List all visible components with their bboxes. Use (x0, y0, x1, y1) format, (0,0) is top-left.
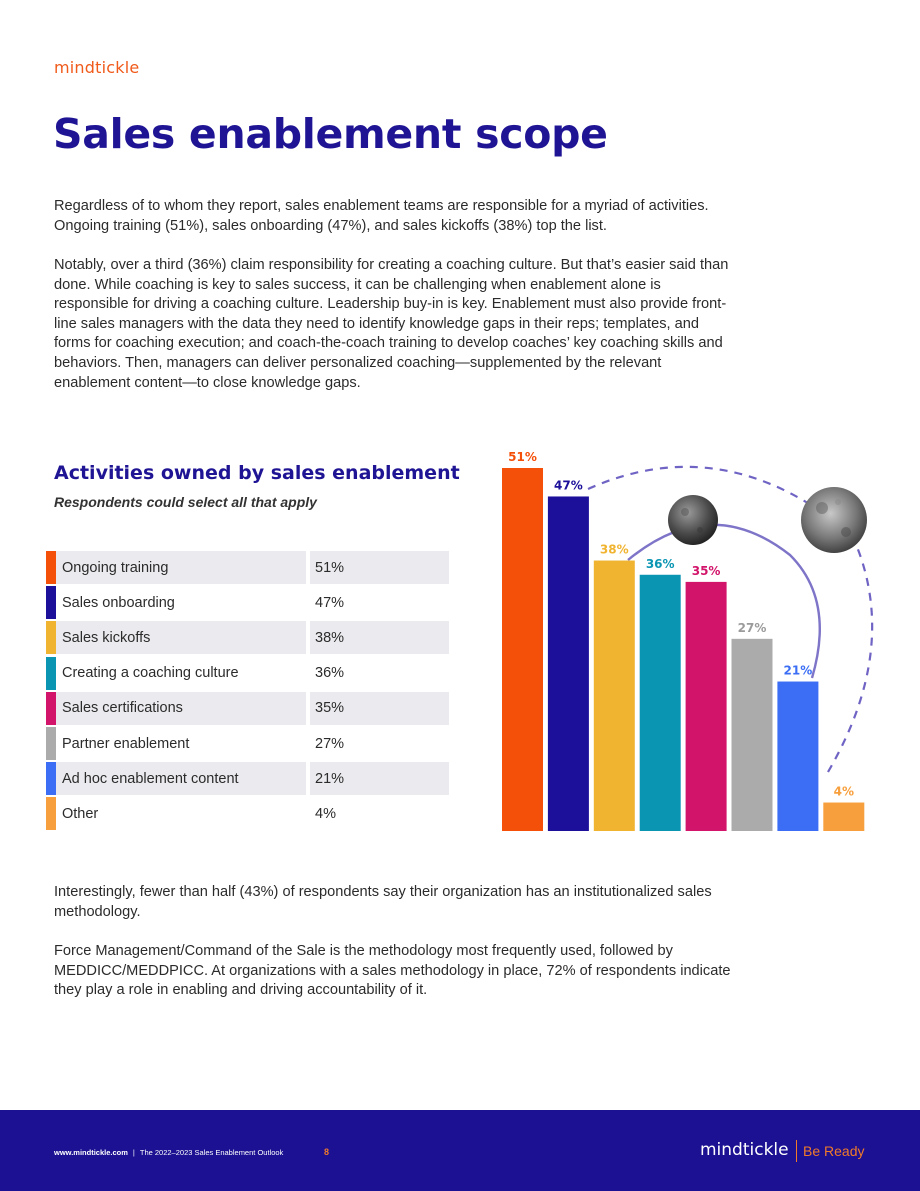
table-row: Other 4% (46, 796, 449, 831)
moon-planet-left (668, 495, 718, 545)
bar-5 (731, 638, 773, 831)
page-title: Sales enablement scope (53, 110, 608, 158)
footer-meta: www.mindtickle.com | The 2022–2023 Sales E… (54, 1148, 283, 1157)
activity-percent: 27% (315, 735, 345, 752)
table-row: Sales kickoffs 38% (46, 620, 449, 655)
activity-label: Creating a coaching culture (62, 665, 239, 682)
footer-logo: mindtickle (700, 1140, 789, 1160)
bar-label-6: 21% (784, 664, 813, 678)
activity-percent: 47% (315, 594, 345, 611)
table-row: Sales certifications 35% (46, 691, 449, 726)
activities-table: Ongoing training 51% Sales onboarding 47% Sa… (46, 550, 449, 832)
activity-label: Partner enablement (62, 735, 190, 752)
activity-percent: 51% (310, 551, 449, 585)
intro-paragraph: Regardless of to whom they report, sales… (54, 198, 709, 234)
activity-label: Sales onboarding (62, 594, 175, 611)
bar-2 (593, 560, 635, 831)
activity-label: Sales kickoffs (56, 621, 306, 655)
footer-url[interactable]: www.mindtickle.com (54, 1148, 128, 1157)
activity-label: Ongoing training (56, 551, 306, 585)
table-row: Ongoing training 51% (46, 550, 449, 585)
color-swatch (46, 586, 56, 620)
activity-label: Ad hoc enablement content (56, 762, 306, 796)
bar-label-2: 38% (600, 543, 629, 557)
force-management-paragraph: Force Management/Command of the Sale is … (54, 943, 731, 999)
activity-percent: 21% (310, 762, 449, 796)
bar-6 (777, 681, 819, 831)
color-swatch (46, 762, 56, 796)
table-row: Ad hoc enablement content 21% (46, 761, 449, 796)
bar-label-4: 35% (692, 564, 721, 578)
activities-bar-chart: 51% 47% 38% 36% 35% 27% 21% 4% (502, 450, 874, 831)
activity-percent: 38% (310, 621, 449, 655)
bar-0 (502, 468, 543, 831)
color-swatch (46, 727, 56, 761)
color-swatch (46, 797, 56, 831)
bar-label-5: 27% (738, 621, 767, 635)
footer-tagline: Be Ready (803, 1143, 865, 1159)
table-row: Creating a coaching culture 36% (46, 656, 449, 691)
footer-separator: | (132, 1148, 135, 1157)
bar-label-0: 51% (508, 450, 537, 464)
activity-percent: 36% (315, 665, 345, 682)
methodology-paragraph: Interestingly, fewer than half (43%) of … (54, 884, 712, 920)
color-swatch (46, 656, 56, 690)
page-number: 8 (324, 1147, 330, 1157)
bar-3 (639, 574, 681, 831)
bar-7 (823, 802, 865, 831)
activity-percent: 4% (315, 805, 336, 822)
moon-planet-right (801, 487, 867, 553)
activity-label: Other (62, 805, 99, 822)
mindtickle-logo: mindtickle (54, 58, 140, 77)
activity-label: Sales certifications (56, 691, 306, 725)
color-swatch (46, 551, 56, 585)
color-swatch (46, 691, 56, 725)
footer: www.mindtickle.com | The 2022–2023 Sales E… (0, 1110, 920, 1191)
coaching-paragraph: Notably, over a third (36%) claim respon… (54, 257, 729, 391)
bar-label-3: 36% (646, 557, 675, 571)
bar-1 (547, 496, 589, 831)
table-row: Sales onboarding 47% (46, 585, 449, 620)
activity-percent: 35% (310, 691, 449, 725)
bar-label-1: 47% (554, 478, 583, 492)
bar-4 (685, 581, 727, 831)
chart-subtitle: Respondents could select all that apply (54, 494, 317, 510)
color-swatch (46, 621, 56, 655)
chart-title: Activities owned by sales enablement (54, 462, 460, 484)
table-row: Partner enablement 27% (46, 726, 449, 761)
footer-publication: The 2022–2023 Sales Enablement Outlook (139, 1148, 284, 1157)
bar-label-7: 4% (834, 785, 854, 799)
footer-divider (796, 1140, 797, 1162)
